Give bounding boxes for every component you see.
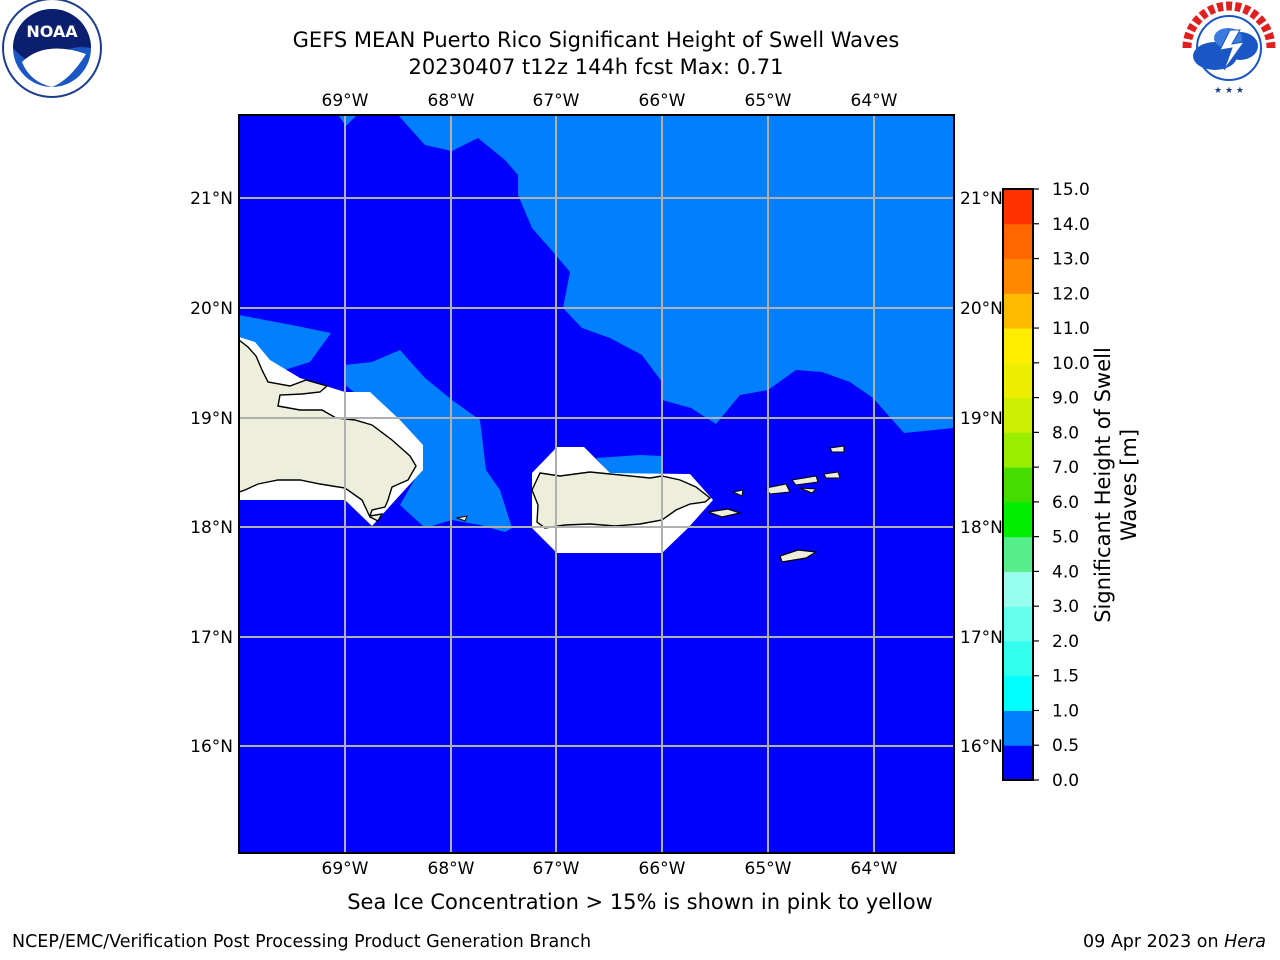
colorbar-segment — [1003, 675, 1033, 711]
lon-label: 65°W — [745, 91, 792, 111]
lat-label: 20°N — [190, 299, 233, 319]
colorbar-tick-label: 1.5 — [1052, 667, 1079, 687]
lon-label: 65°W — [745, 859, 792, 879]
sea-ice-caption: Sea Ice Concentration > 15% is shown in … — [347, 890, 933, 914]
virgin-gorda-island — [823, 471, 841, 479]
map-border — [238, 114, 955, 854]
lon-label: 68°W — [428, 859, 475, 879]
footer-date-text: 09 Apr 2023 on — [1083, 932, 1225, 952]
vieques-island — [707, 508, 743, 518]
noaa-logo-text: NOAA — [26, 22, 78, 41]
colorbar-segment — [1003, 362, 1033, 399]
colorbar-border — [1002, 188, 1034, 781]
hispaniola-land — [238, 338, 417, 522]
colorbar-segment — [1003, 223, 1033, 260]
colorbar-tick-label: 4.0 — [1052, 562, 1079, 582]
colorbar-segment — [1003, 640, 1033, 677]
colorbar-tick-label: 2.0 — [1052, 632, 1079, 652]
light-swell-pr-north — [596, 455, 662, 474]
colorbar-segment — [1003, 258, 1033, 294]
lon-labels-bottom: 69°W 68°W 67°W 66°W 65°W 64°W — [322, 859, 898, 879]
colorbar-segment — [1003, 293, 1033, 329]
colorbar-label-line1: Significant Height of Swell — [1091, 347, 1115, 623]
lon-label: 68°W — [428, 91, 475, 111]
colorbar-label: Significant Height of Swell Waves [m] — [1090, 347, 1142, 623]
culebra-island — [731, 489, 744, 497]
colorbar-tick-label: 0.5 — [1052, 736, 1079, 756]
lat-label: 17°N — [960, 628, 1003, 648]
lat-label: 20°N — [960, 299, 1003, 319]
colorbar-segment — [1003, 397, 1033, 433]
chart-title: GEFS MEAN Puerto Rico Significant Height… — [292, 28, 900, 52]
colorbar-tick-label: 11.0 — [1052, 319, 1090, 339]
chart-subtitle: 20230407 t12z 144h fcst Max: 0.71 — [408, 55, 784, 79]
colorbar-tick-label: 15.0 — [1052, 180, 1090, 200]
colorbar-segment — [1003, 606, 1033, 642]
colorbar-segment — [1003, 745, 1033, 781]
colorbar-tick-label: 0.0 — [1052, 771, 1079, 791]
anegada-island — [829, 445, 845, 453]
colorbar-tick-label: 13.0 — [1052, 250, 1090, 270]
st-croix-island — [779, 549, 818, 563]
lon-labels-top: 69°W 68°W 67°W 66°W 65°W 64°W — [322, 91, 898, 111]
lat-label: 21°N — [190, 189, 233, 209]
colorbar-tick-label: 5.0 — [1052, 528, 1079, 548]
lat-labels-right: 21°N 20°N 19°N 18°N 17°N 16°N — [960, 189, 1003, 757]
colorbar-tick-label: 14.0 — [1052, 215, 1090, 235]
light-swell-mona — [345, 350, 512, 532]
lat-label: 19°N — [960, 409, 1003, 429]
colorbar-tick-label: 7.0 — [1052, 458, 1079, 478]
lon-label: 69°W — [322, 859, 369, 879]
lat-label: 17°N — [190, 628, 233, 648]
lat-label: 19°N — [190, 409, 233, 429]
lon-label: 69°W — [322, 91, 369, 111]
st-john-island — [791, 475, 819, 486]
colorbar-segment — [1003, 189, 1033, 225]
light-swell-north — [338, 115, 954, 433]
colorbar-segment — [1003, 501, 1033, 538]
colorbar-label-line2: Waves [m] — [1117, 428, 1141, 542]
mona-island — [455, 515, 468, 522]
lat-label: 18°N — [960, 518, 1003, 538]
tortola-island — [799, 487, 818, 494]
map-graticule — [239, 115, 954, 853]
nws-logo: ★ ★ ★ — [1181, 0, 1277, 96]
lat-label: 16°N — [190, 737, 233, 757]
colorbar-tick-label: 10.0 — [1052, 354, 1090, 374]
colorbar-segment — [1003, 432, 1033, 468]
colorbar-tick-label: 12.0 — [1052, 284, 1090, 304]
lat-label: 16°N — [960, 737, 1003, 757]
noaa-logo: NOAA — [2, 0, 102, 98]
colorbar-segment — [1003, 571, 1033, 607]
lon-label: 64°W — [851, 91, 898, 111]
lat-label: 21°N — [960, 189, 1003, 209]
lon-label: 67°W — [533, 91, 580, 111]
lon-label: 66°W — [639, 91, 686, 111]
colorbar-tick-label: 8.0 — [1052, 423, 1079, 443]
colorbar-tick-label: 9.0 — [1052, 389, 1079, 409]
map-panel — [238, 114, 955, 854]
footer-host: Hera — [1224, 932, 1266, 952]
lon-label: 67°W — [533, 859, 580, 879]
colorbar-segment — [1003, 536, 1033, 572]
lat-label: 18°N — [190, 518, 233, 538]
colorbar-segment — [1003, 328, 1033, 364]
lon-label: 64°W — [851, 859, 898, 879]
puerto-rico-land — [531, 471, 712, 529]
colorbar-segment — [1003, 467, 1033, 503]
colorbar: 0.0 0.5 1.0 1.5 2.0 3.0 4.0 5.0 6.0 7.0 8.0 9.0 10.0… — [1002, 180, 1090, 791]
lat-labels-left: 21°N 20°N 19°N 18°N 17°N 16°N — [190, 189, 233, 757]
svg-text:★ ★ ★: ★ ★ ★ — [1214, 86, 1244, 96]
footer-date: 09 Apr 2023 on Hera — [1083, 932, 1266, 952]
colorbar-segment — [1003, 710, 1033, 746]
footer-credit: NCEP/EMC/Verification Post Processing Pr… — [12, 932, 592, 952]
colorbar-tick-label: 6.0 — [1052, 493, 1079, 513]
lon-label: 66°W — [639, 859, 686, 879]
colorbar-tick-label: 3.0 — [1052, 597, 1079, 617]
colorbar-tick-label: 1.0 — [1052, 701, 1079, 721]
